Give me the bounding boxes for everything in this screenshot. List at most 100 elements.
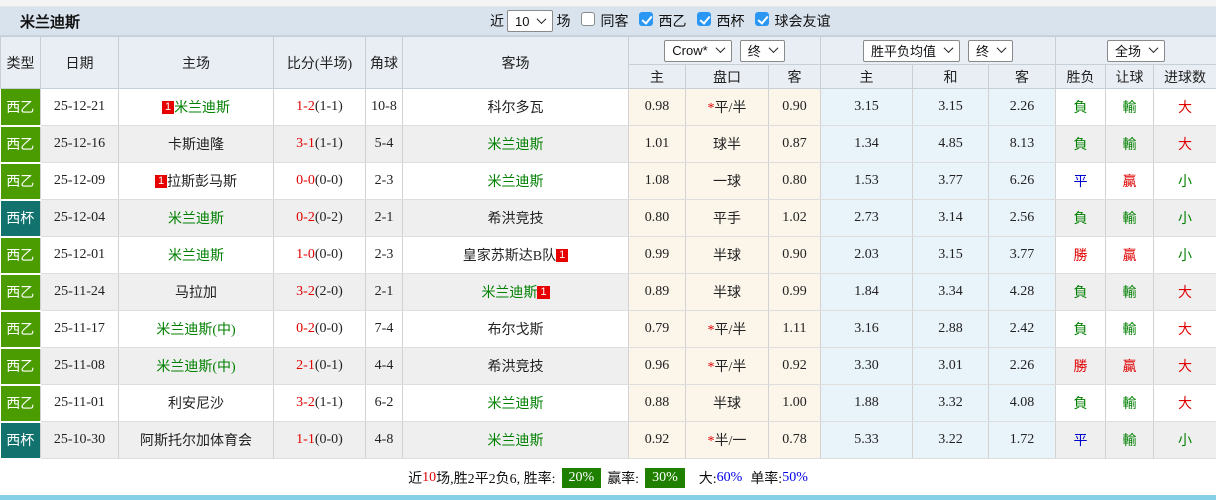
rank-badge: 1 (154, 175, 168, 188)
checkbox-球会友谊[interactable] (755, 12, 770, 26)
avg-draw: 2.88 (912, 310, 990, 348)
column-header-row: 主 盘口 客 主 和 客 胜负 让球 进球数 (1, 64, 1216, 89)
handicap: 半球 (685, 273, 769, 311)
recent-suffix-label: 场 (556, 15, 571, 30)
goals-result: 小 (1153, 421, 1216, 459)
avg-home: 3.16 (820, 310, 914, 348)
avg-home: 1.34 (820, 125, 914, 163)
avg-time-select[interactable]: 终 (968, 39, 1014, 62)
col-odds-away: 客 (767, 64, 822, 89)
handicap: 半球 (685, 384, 769, 422)
home-team: 1 米兰迪斯 (118, 88, 274, 126)
checkbox-西杯[interactable] (697, 12, 712, 26)
odds-away: 0.78 (768, 421, 822, 459)
match-date: 25-11-24 (40, 273, 119, 311)
chevron-down-icon (996, 43, 1007, 54)
rank-badge: 1 (161, 101, 175, 114)
bookmaker-select[interactable]: Crow* (664, 39, 732, 62)
result: 負 (1055, 310, 1107, 348)
league-type-badge: 西乙 (0, 384, 41, 423)
odds-home: 0.80 (628, 199, 686, 237)
goals-result: 小 (1153, 199, 1216, 237)
avg-draw: 3.32 (912, 384, 990, 422)
handicap: *平/半 (685, 310, 769, 348)
corners: 2-1 (365, 273, 403, 311)
match-row: 西杯 25-10-30 阿斯托尔加体育会 1-1(0-0) 4-8 米兰迪斯 0.92 *半/… (0, 421, 1216, 460)
handicap-win-badge: 30% (645, 467, 685, 488)
col-avg-home: 主 (820, 64, 914, 89)
bookmaker-value: Crow* (672, 43, 708, 58)
match-date: 25-12-21 (40, 88, 119, 126)
col-avg-away: 客 (988, 64, 1057, 89)
odds-away: 1.00 (768, 384, 822, 422)
home-team: 卡斯迪隆 (118, 125, 274, 163)
avg-away: 8.13 (988, 125, 1057, 163)
away-team: 希洪竞技 (402, 347, 629, 385)
match-row: 西乙 25-11-17 米兰迪斯(中) 0-2(0-0) 7-4 布尔戈斯 0.79 *平/半… (0, 310, 1216, 349)
recent-count-value: 10 (515, 13, 530, 29)
odds-home: 0.79 (628, 310, 686, 348)
home-team: 阿斯托尔加体育会 (118, 421, 274, 459)
checkbox-label: 西杯 (716, 15, 745, 30)
avg-draw: 3.01 (912, 347, 990, 385)
score: 3-2(1-1) (273, 384, 366, 422)
corners: 10-8 (365, 88, 403, 126)
league-type-badge: 西杯 (0, 199, 41, 238)
avg-away: 6.26 (988, 162, 1057, 200)
corners: 7-4 (365, 310, 403, 348)
handicap-result: 贏 (1105, 236, 1155, 274)
handicap-result: 輸 (1105, 125, 1155, 163)
col-goals: 进球数 (1153, 64, 1216, 89)
chevron-down-icon (943, 43, 954, 54)
odd-pct: 50% (782, 469, 808, 485)
checkbox-同客[interactable] (581, 12, 596, 26)
avg-home: 1.53 (820, 162, 914, 200)
handicap-result: 輸 (1105, 421, 1155, 459)
odds-time-select[interactable]: 终 (739, 39, 785, 62)
avg-draw: 3.34 (912, 273, 990, 311)
col-home: 主场 (118, 36, 274, 89)
team-title: 米兰迪斯 (20, 14, 81, 31)
handicap: *平/半 (685, 347, 769, 385)
checkbox-西乙[interactable] (639, 12, 654, 26)
match-row: 西乙 25-12-01 米兰迪斯 1-0(0-0) 2-3 皇家苏斯达B队 1 0.99 半球 0… (0, 236, 1216, 275)
score: 0-2(0-2) (273, 199, 366, 237)
match-row: 西乙 25-11-08 米兰迪斯(中) 2-1(0-1) 4-4 希洪竞技 0.96 *平/半… (0, 347, 1216, 386)
win-rate-badge: 20% (561, 467, 602, 488)
odds-home: 0.92 (628, 421, 686, 459)
avg-draw: 3.14 (912, 199, 990, 237)
competition-checkbox-group: 同客 西乙 西杯 球会友谊 (573, 11, 833, 31)
avg-section-header: 胜平负均值 终 (820, 36, 1057, 65)
summary-count: 10 (422, 469, 437, 485)
match-date: 25-11-08 (40, 347, 119, 385)
avg-draw: 4.85 (912, 125, 990, 163)
handicap-result: 輸 (1105, 88, 1155, 126)
away-team: 皇家苏斯达B队 1 (402, 236, 629, 274)
corners: 2-1 (365, 199, 403, 237)
avg-type-select[interactable]: 胜平负均值 (863, 39, 961, 62)
result: 平 (1055, 421, 1107, 459)
avg-home: 3.15 (820, 88, 914, 126)
scope-select[interactable]: 全场 (1107, 39, 1166, 62)
away-team: 米兰迪斯 (402, 421, 629, 459)
odds-home: 0.96 (628, 347, 686, 385)
handicap-result: 贏 (1105, 347, 1155, 385)
avg-draw: 3.22 (912, 421, 990, 459)
home-team: 米兰迪斯 (118, 199, 274, 237)
goals-result: 大 (1153, 125, 1216, 163)
odds-home: 1.08 (628, 162, 686, 200)
odds-home: 0.88 (628, 384, 686, 422)
match-row: 西乙 25-12-09 1 拉斯彭马斯 0-0(0-0) 2-3 米兰迪斯 1.08 一球 0.8… (0, 162, 1216, 201)
league-type-badge: 西乙 (0, 88, 41, 127)
match-date: 25-11-01 (40, 384, 119, 422)
league-type-badge: 西乙 (0, 347, 41, 386)
col-corners: 角球 (365, 36, 403, 89)
league-type-badge: 西乙 (0, 125, 41, 164)
handicap: *平/半 (685, 88, 769, 126)
odds-home: 1.01 (628, 125, 686, 163)
recent-count-select[interactable]: 10 (507, 10, 554, 32)
title-bar: 米兰迪斯 近 10 场 同客 西乙 西杯 球会友谊 (0, 7, 1216, 36)
score: 3-1(1-1) (273, 125, 366, 163)
avg-draw: 3.15 (912, 88, 990, 126)
